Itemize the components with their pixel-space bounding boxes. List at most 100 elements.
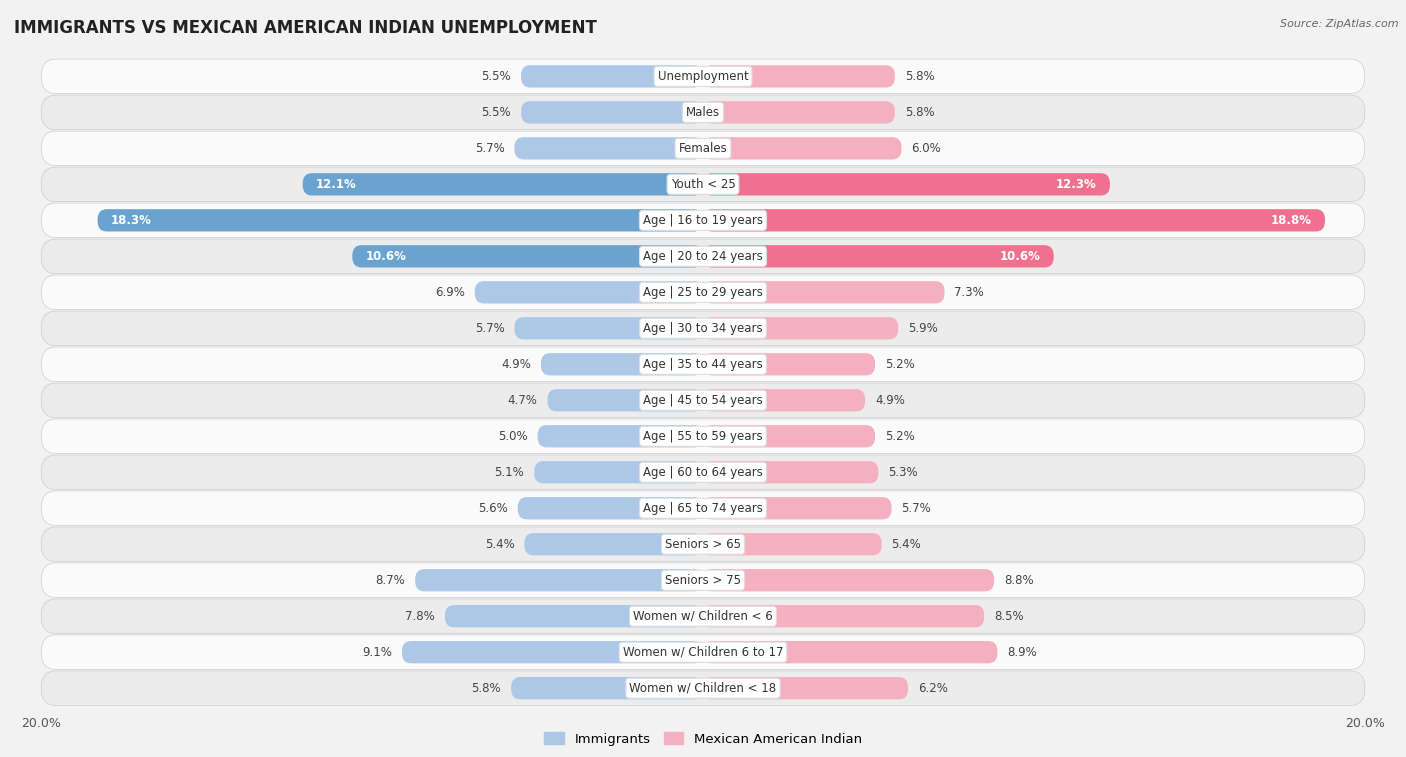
FancyBboxPatch shape bbox=[703, 137, 901, 160]
Text: 5.2%: 5.2% bbox=[884, 430, 915, 443]
Text: 5.7%: 5.7% bbox=[475, 322, 505, 335]
FancyBboxPatch shape bbox=[541, 353, 703, 375]
FancyBboxPatch shape bbox=[703, 569, 994, 591]
FancyBboxPatch shape bbox=[534, 461, 703, 484]
Text: 4.9%: 4.9% bbox=[501, 358, 531, 371]
FancyBboxPatch shape bbox=[41, 599, 1365, 634]
Text: Females: Females bbox=[679, 142, 727, 155]
FancyBboxPatch shape bbox=[512, 677, 703, 699]
Text: Males: Males bbox=[686, 106, 720, 119]
Text: 8.8%: 8.8% bbox=[1004, 574, 1033, 587]
FancyBboxPatch shape bbox=[703, 533, 882, 556]
Text: 5.6%: 5.6% bbox=[478, 502, 508, 515]
Text: 12.1%: 12.1% bbox=[316, 178, 357, 191]
FancyBboxPatch shape bbox=[703, 65, 894, 88]
FancyBboxPatch shape bbox=[475, 281, 703, 304]
Text: Age | 45 to 54 years: Age | 45 to 54 years bbox=[643, 394, 763, 407]
Text: 5.7%: 5.7% bbox=[475, 142, 505, 155]
Text: Seniors > 75: Seniors > 75 bbox=[665, 574, 741, 587]
Text: 8.5%: 8.5% bbox=[994, 609, 1024, 623]
Text: 5.4%: 5.4% bbox=[485, 537, 515, 551]
Text: 6.2%: 6.2% bbox=[918, 682, 948, 695]
FancyBboxPatch shape bbox=[515, 317, 703, 339]
FancyBboxPatch shape bbox=[703, 605, 984, 628]
Text: Women w/ Children < 6: Women w/ Children < 6 bbox=[633, 609, 773, 623]
Text: Unemployment: Unemployment bbox=[658, 70, 748, 83]
Text: 10.6%: 10.6% bbox=[366, 250, 406, 263]
Text: 5.2%: 5.2% bbox=[884, 358, 915, 371]
Text: Youth < 25: Youth < 25 bbox=[671, 178, 735, 191]
Text: 4.7%: 4.7% bbox=[508, 394, 537, 407]
Text: 8.9%: 8.9% bbox=[1007, 646, 1038, 659]
Text: 5.8%: 5.8% bbox=[471, 682, 501, 695]
Text: 5.1%: 5.1% bbox=[495, 466, 524, 478]
Text: 12.3%: 12.3% bbox=[1056, 178, 1097, 191]
FancyBboxPatch shape bbox=[703, 461, 879, 484]
Text: IMMIGRANTS VS MEXICAN AMERICAN INDIAN UNEMPLOYMENT: IMMIGRANTS VS MEXICAN AMERICAN INDIAN UN… bbox=[14, 19, 598, 37]
FancyBboxPatch shape bbox=[524, 533, 703, 556]
FancyBboxPatch shape bbox=[353, 245, 703, 267]
FancyBboxPatch shape bbox=[41, 527, 1365, 562]
Text: Women w/ Children 6 to 17: Women w/ Children 6 to 17 bbox=[623, 646, 783, 659]
Legend: Immigrants, Mexican American Indian: Immigrants, Mexican American Indian bbox=[538, 727, 868, 751]
Text: 5.9%: 5.9% bbox=[908, 322, 938, 335]
FancyBboxPatch shape bbox=[41, 455, 1365, 490]
FancyBboxPatch shape bbox=[515, 137, 703, 160]
FancyBboxPatch shape bbox=[444, 605, 703, 628]
FancyBboxPatch shape bbox=[41, 167, 1365, 201]
FancyBboxPatch shape bbox=[97, 209, 703, 232]
FancyBboxPatch shape bbox=[703, 245, 1053, 267]
Text: 5.5%: 5.5% bbox=[481, 70, 512, 83]
FancyBboxPatch shape bbox=[703, 317, 898, 339]
FancyBboxPatch shape bbox=[41, 347, 1365, 382]
Text: 7.8%: 7.8% bbox=[405, 609, 434, 623]
FancyBboxPatch shape bbox=[41, 671, 1365, 706]
FancyBboxPatch shape bbox=[41, 239, 1365, 273]
Text: Age | 30 to 34 years: Age | 30 to 34 years bbox=[643, 322, 763, 335]
Text: Age | 20 to 24 years: Age | 20 to 24 years bbox=[643, 250, 763, 263]
FancyBboxPatch shape bbox=[41, 275, 1365, 310]
FancyBboxPatch shape bbox=[703, 173, 1109, 195]
FancyBboxPatch shape bbox=[41, 383, 1365, 418]
FancyBboxPatch shape bbox=[703, 281, 945, 304]
Text: Women w/ Children < 18: Women w/ Children < 18 bbox=[630, 682, 776, 695]
Text: Age | 55 to 59 years: Age | 55 to 59 years bbox=[643, 430, 763, 443]
Text: 5.8%: 5.8% bbox=[905, 70, 935, 83]
Text: Age | 60 to 64 years: Age | 60 to 64 years bbox=[643, 466, 763, 478]
FancyBboxPatch shape bbox=[302, 173, 703, 195]
Text: 6.9%: 6.9% bbox=[434, 286, 465, 299]
Text: 5.4%: 5.4% bbox=[891, 537, 921, 551]
Text: 7.3%: 7.3% bbox=[955, 286, 984, 299]
Text: Age | 25 to 29 years: Age | 25 to 29 years bbox=[643, 286, 763, 299]
Text: 5.0%: 5.0% bbox=[498, 430, 527, 443]
Text: Age | 16 to 19 years: Age | 16 to 19 years bbox=[643, 213, 763, 227]
FancyBboxPatch shape bbox=[703, 353, 875, 375]
Text: 9.1%: 9.1% bbox=[363, 646, 392, 659]
FancyBboxPatch shape bbox=[402, 641, 703, 663]
FancyBboxPatch shape bbox=[41, 95, 1365, 129]
FancyBboxPatch shape bbox=[41, 59, 1365, 94]
FancyBboxPatch shape bbox=[537, 425, 703, 447]
Text: 18.3%: 18.3% bbox=[111, 213, 152, 227]
Text: 5.5%: 5.5% bbox=[481, 106, 512, 119]
FancyBboxPatch shape bbox=[703, 101, 894, 123]
Text: 8.7%: 8.7% bbox=[375, 574, 405, 587]
FancyBboxPatch shape bbox=[41, 635, 1365, 669]
Text: Age | 35 to 44 years: Age | 35 to 44 years bbox=[643, 358, 763, 371]
FancyBboxPatch shape bbox=[41, 563, 1365, 597]
Text: 6.0%: 6.0% bbox=[911, 142, 941, 155]
Text: 5.3%: 5.3% bbox=[889, 466, 918, 478]
Text: 18.8%: 18.8% bbox=[1271, 213, 1312, 227]
FancyBboxPatch shape bbox=[703, 641, 997, 663]
Text: Age | 65 to 74 years: Age | 65 to 74 years bbox=[643, 502, 763, 515]
FancyBboxPatch shape bbox=[41, 203, 1365, 238]
FancyBboxPatch shape bbox=[517, 497, 703, 519]
FancyBboxPatch shape bbox=[703, 389, 865, 412]
Text: 5.7%: 5.7% bbox=[901, 502, 931, 515]
FancyBboxPatch shape bbox=[41, 419, 1365, 453]
Text: 10.6%: 10.6% bbox=[1000, 250, 1040, 263]
FancyBboxPatch shape bbox=[415, 569, 703, 591]
FancyBboxPatch shape bbox=[41, 491, 1365, 525]
Text: Source: ZipAtlas.com: Source: ZipAtlas.com bbox=[1281, 19, 1399, 29]
Text: 4.9%: 4.9% bbox=[875, 394, 905, 407]
